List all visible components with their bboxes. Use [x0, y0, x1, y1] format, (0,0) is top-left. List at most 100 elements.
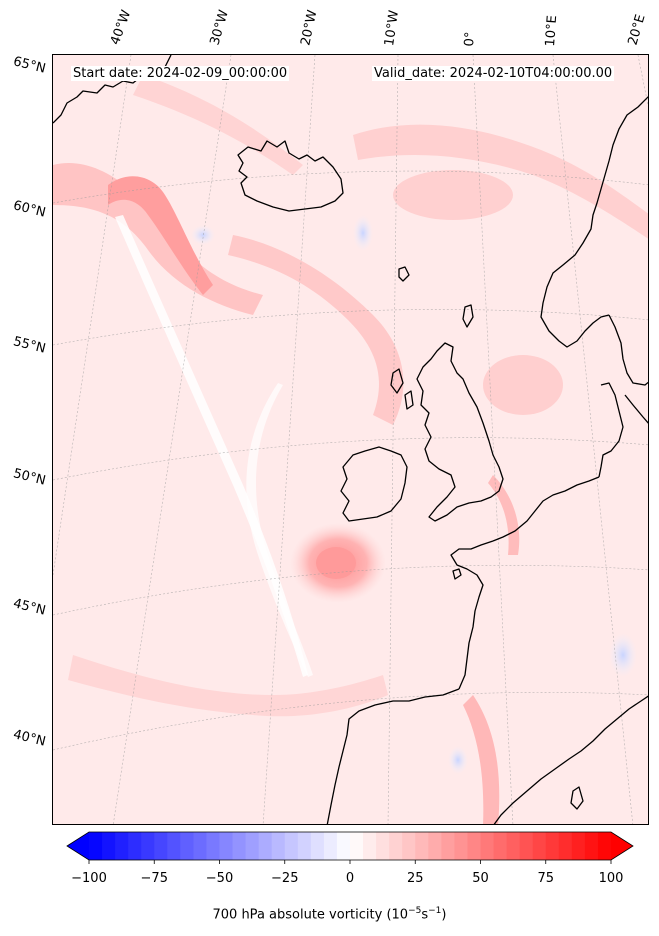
start-date-label: Start date: 2024-02-09_00:00:00: [71, 66, 290, 81]
colorbar-segment: [141, 832, 155, 860]
small-island-channel: [452, 568, 462, 580]
colorbar-title-prefix: 700 hPa absolute vorticity (10: [212, 907, 409, 923]
lat-label-45n: 45°N: [11, 596, 48, 619]
pink-blob-north-sea: [483, 355, 563, 415]
colorbar-segment: [167, 832, 181, 860]
ireland-coast: [340, 446, 408, 522]
colorbar-segment: [532, 832, 547, 860]
vorticity-band-channel: [488, 475, 520, 555]
blue-spot-iceland: [353, 215, 373, 251]
meridian-20w: [262, 55, 316, 824]
baltic-coast: [624, 394, 648, 424]
colorbar-segment: [506, 832, 521, 860]
colorbar-segment: [245, 832, 260, 860]
colorbar-title-mid: s: [421, 907, 429, 923]
colorbar-outline: [66, 831, 634, 861]
blue-spot-alps: [609, 633, 637, 677]
colorbar-segment: [271, 832, 286, 860]
lon-label-0: 0°: [462, 31, 479, 47]
colorbar-segment: [206, 832, 220, 860]
colorbar-segment: [441, 832, 455, 860]
colorbar-segment: [128, 832, 142, 860]
colorbar-segment: [571, 832, 586, 860]
norway-coast: [540, 96, 648, 348]
colorbar-segment: [467, 832, 481, 860]
vorticity-band-iberia: [463, 695, 500, 824]
colorbar-tick-label: 25: [406, 871, 424, 886]
faroe-islands: [398, 266, 410, 282]
meridian-40w: [53, 55, 132, 576]
lon-label-10w: 10°W: [382, 9, 402, 47]
colorbar-segment: [89, 832, 103, 860]
colorbar-segment: [297, 832, 312, 860]
white-filament-west: [115, 215, 308, 677]
colorbar-segment: [363, 832, 377, 860]
lat-label-55n: 55°N: [11, 334, 48, 357]
vorticity-band-north: [133, 75, 303, 175]
hebrides-islands: [390, 368, 414, 410]
colorbar-segment: [597, 832, 612, 860]
shetland-islands: [462, 304, 474, 328]
parallel-40n: [53, 692, 648, 751]
pink-blob-norway-sea: [393, 170, 513, 220]
meridian-30w: [113, 55, 232, 824]
colorbar-low-arrow: [67, 832, 89, 860]
continental-coast-north: [492, 476, 600, 542]
colorbar-segment: [258, 832, 273, 860]
colorbar-segments: [89, 832, 612, 860]
white-filament-arc: [246, 383, 313, 677]
colorbar-tick-label: 75: [537, 871, 555, 886]
map-panel: [52, 54, 649, 825]
colorbar-segment: [428, 832, 442, 860]
colorbar-segment: [310, 832, 325, 860]
colorbar-tick-label: 50: [472, 871, 489, 886]
colorbar-segment: [519, 832, 534, 860]
meridian-10e: [552, 55, 634, 824]
vorticity-band-south: [68, 655, 388, 717]
graticule: [53, 55, 648, 824]
colorbar-tick-label: −100: [71, 871, 107, 886]
colorbar-tick-label: −50: [205, 871, 234, 886]
lon-label-20e: 20°E: [625, 12, 649, 47]
lon-label-20w: 20°W: [298, 8, 321, 47]
scandinavia-south: [608, 314, 648, 386]
colorbar-segment: [102, 832, 116, 860]
colorbar-segment: [350, 832, 364, 860]
colorbar-title-exponent-1: −5: [408, 906, 422, 916]
iceland-coast: [237, 140, 344, 212]
vorticity-map: [53, 55, 648, 824]
lat-label-60n: 60°N: [11, 198, 48, 221]
colorbar-segment: [584, 832, 599, 860]
parallel-45n: [53, 564, 648, 616]
colorbar-segment: [493, 832, 508, 860]
colorbar-segment: [389, 832, 403, 860]
vorticity-field: [53, 75, 648, 824]
colorbar-high-arrow: [611, 832, 633, 860]
meridian-0: [472, 55, 514, 824]
colorbar-tick-label: −75: [140, 871, 168, 886]
colorbar-segment: [323, 832, 338, 860]
corsica-island: [570, 786, 584, 810]
vorticity-band-swirl: [108, 176, 213, 295]
colorbar-title-exponent-2: −1: [428, 906, 442, 916]
denmark-coast: [598, 382, 624, 478]
vorticity-band-east: [353, 124, 648, 239]
colorbar-segment: [115, 832, 129, 860]
colorbar-segment: [154, 832, 168, 860]
colorbar-tick-label: 100: [598, 871, 624, 886]
vorticity-band-central: [228, 235, 404, 425]
great-britain-coast: [416, 342, 504, 522]
colorbar-segment: [415, 832, 429, 860]
colorbar-segment: [376, 832, 390, 860]
parallel-55n: [53, 309, 648, 346]
colorbar-segment: [545, 832, 560, 860]
meridian-10w: [387, 55, 399, 824]
blue-spot-west: [191, 225, 215, 245]
iberia-north-coast: [326, 688, 460, 824]
blue-spot-south: [448, 746, 468, 774]
low-pressure-centre: [316, 547, 356, 579]
lon-label-30w: 30°W: [207, 8, 232, 48]
colorbar-segment: [454, 832, 468, 860]
colorbar-segment: [232, 832, 247, 860]
colorbar-title: 700 hPa absolute vorticity (10−5s−1): [0, 906, 659, 922]
